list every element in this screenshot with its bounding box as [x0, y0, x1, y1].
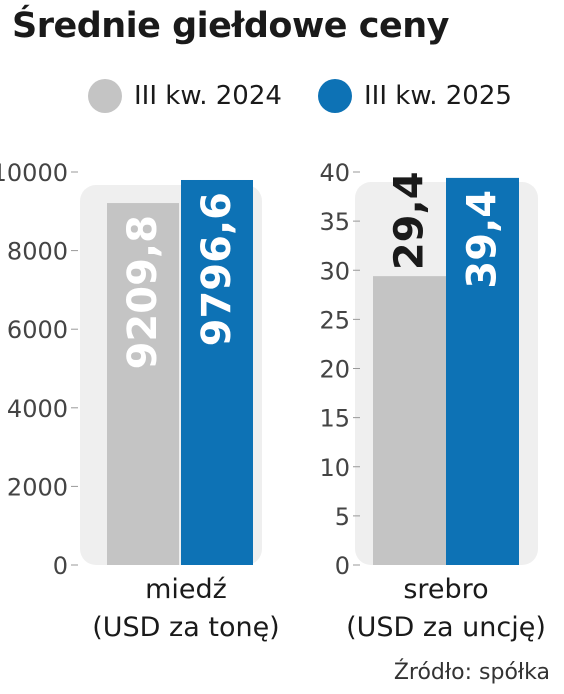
y-tick-label: 0 [53, 552, 68, 580]
y-tick-label: 4000 [7, 395, 68, 423]
y-tick-label: 30 [319, 257, 350, 285]
chart-title: Średnie giełdowe ceny [12, 6, 449, 46]
data-label: 39,4 [460, 190, 506, 289]
bar-2024 [373, 276, 446, 565]
legend-item-2024: III kw. 2024 [88, 76, 282, 116]
y-tick-label: 25 [319, 306, 350, 334]
y-tick-label: 40 [319, 159, 350, 187]
bar-2025 [181, 179, 253, 565]
data-label: 9209,8 [120, 215, 166, 369]
y-tick-label: 2000 [7, 473, 68, 501]
y-tick-label: 10 [319, 454, 350, 482]
bar-2024 [107, 203, 179, 565]
data-label: 29,4 [387, 171, 433, 270]
category-label: srebro [403, 574, 488, 605]
legend-swatch-2024 [88, 79, 122, 113]
y-tick-label: 15 [319, 405, 350, 433]
y-tick-label: 10000 [0, 159, 68, 187]
legend-item-2025: III kw. 2025 [318, 76, 512, 116]
category-label: miedź [145, 574, 227, 605]
y-tick-label: 8000 [7, 238, 68, 266]
bar-2025 [446, 177, 519, 565]
y-tick-label: 5 [335, 503, 350, 531]
legend-swatch-2025 [318, 79, 352, 113]
y-tick-label: 35 [319, 208, 350, 236]
chart-panel-1: 0 5 10 15 20 25 30 35 40 29,4 39,4 srebro (USD za un… [319, 159, 545, 643]
category-label: (USD za tonę) [92, 612, 279, 643]
category-label: (USD za uncję) [346, 612, 546, 643]
y-tick-label: 0 [335, 552, 350, 580]
legend: III kw. 2024 III kw. 2025 [0, 76, 564, 116]
data-label: 9796,6 [194, 192, 240, 346]
legend-label-2024: III kw. 2024 [134, 81, 282, 111]
source-note: Źródło: spółka [393, 660, 550, 685]
y-tick-label: 20 [319, 356, 350, 384]
chart-panel-0: 0 2000 4000 6000 8000 10000 9209,8 9796,6 miedź (… [0, 159, 280, 643]
legend-label-2025: III kw. 2025 [364, 81, 512, 111]
y-tick-label: 6000 [7, 316, 68, 344]
